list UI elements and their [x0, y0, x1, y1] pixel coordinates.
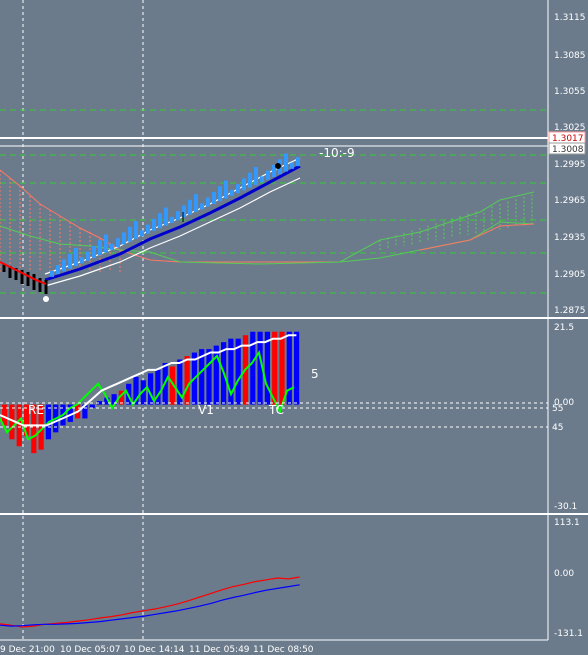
time-label: 10 Dec 14:14 [124, 645, 185, 655]
cloud-red-lower [419, 223, 535, 251]
histogram-bar [23, 404, 30, 436]
histogram-bar [155, 369, 161, 405]
histogram-bar [133, 376, 139, 405]
osc-label: -30.1 [554, 502, 577, 512]
price-scale: 1.3115 1.3085 1.3055 1.3025 1.2995 1.296… [554, 13, 586, 316]
time-axis: 9 Dec 21:00 10 Dec 05:07 10 Dec 14:14 11… [0, 645, 314, 655]
histogram-bar [2, 404, 8, 426]
bottom-scale: 113.1 0.00 -131.1 [554, 518, 583, 639]
histogram-bar [104, 397, 110, 405]
signal-dot [43, 296, 49, 302]
bid-price-value: 1.3017 [552, 134, 584, 144]
price-label: 1.2965 [554, 196, 586, 206]
ask-price-box: 1.3008 [548, 142, 586, 155]
marker-tc: TC [268, 403, 284, 417]
histogram-bar [96, 401, 103, 405]
histogram-bar [111, 394, 117, 405]
histogram-bar [199, 349, 205, 405]
trend-red [0, 261, 47, 285]
histogram-bar [213, 345, 219, 405]
bid-price-box: 1.3017 [548, 131, 586, 144]
level-lines [0, 109, 548, 294]
osc-scale: 21.5 0.00 55 45 -30.1 [552, 323, 577, 512]
histogram-bar [16, 404, 22, 447]
channel-lower [44, 177, 301, 287]
histogram-bar [82, 404, 88, 419]
histogram-bar [235, 338, 241, 405]
histogram-bar [140, 380, 146, 405]
histogram-bar [38, 404, 44, 450]
marker-re: RE [28, 403, 44, 417]
histogram-bar [169, 366, 176, 405]
price-label: 1.3115 [554, 13, 586, 23]
osc-label: 55 [552, 404, 563, 414]
histogram-bar [9, 404, 15, 440]
histogram-bar [148, 373, 154, 405]
main-chart-content [0, 153, 535, 302]
ask-price-value: 1.3008 [552, 145, 584, 155]
price-label: 1.2905 [554, 270, 586, 280]
histogram-bar [31, 404, 37, 454]
oscillator-line [0, 349, 295, 441]
histogram-bar [294, 331, 300, 405]
bottom-panel[interactable] [0, 515, 548, 640]
histogram-bar [118, 390, 124, 405]
time-label: 10 Dec 05:07 [60, 645, 121, 655]
histogram-bar [67, 404, 73, 422]
price-label: 1.3085 [554, 51, 586, 61]
bottom-label: -131.1 [554, 629, 583, 639]
price-label: 1.2935 [554, 233, 586, 243]
osc-label: 21.5 [554, 323, 574, 333]
spread-tag: -10:-9 [319, 146, 355, 160]
histogram-bar [279, 331, 285, 405]
signal-dot [275, 163, 281, 169]
histogram-bar [206, 349, 212, 405]
histogram-bar [89, 404, 95, 409]
bottom-label: 0.00 [554, 569, 574, 579]
osc-value-tag: 5 [311, 367, 319, 381]
main-panel[interactable] [0, 0, 548, 318]
oscillator-content [0, 331, 300, 454]
channel-mid [44, 164, 301, 282]
histogram-bar [250, 331, 256, 405]
time-gridlines [22, 0, 144, 640]
price-label: 1.3025 [554, 123, 586, 133]
histogram-bar [228, 338, 234, 405]
price-label: 1.2995 [554, 160, 586, 170]
time-label: 11 Dec 08:50 [253, 645, 314, 655]
bottom-indicator-content [0, 576, 300, 628]
bottom-label: 113.1 [554, 518, 580, 528]
osc-label: 0.00 [554, 398, 574, 408]
histogram-bar [264, 331, 270, 405]
histogram-bar [272, 331, 278, 405]
price-label: 1.2875 [554, 306, 586, 316]
time-label: 9 Dec 21:00 [0, 645, 55, 655]
signal-line [0, 334, 297, 427]
time-label: 11 Dec 05:49 [189, 645, 250, 655]
histogram-bar [257, 331, 263, 405]
bottom-series-line [0, 584, 300, 627]
histogram-bar [286, 331, 292, 405]
marker-v1: V1 [198, 403, 214, 417]
histogram-bar [184, 356, 190, 405]
price-label: 1.3055 [554, 87, 586, 97]
histogram-bar [177, 359, 183, 405]
cloud-upper-line [0, 169, 340, 263]
osc-label: 45 [552, 423, 563, 433]
